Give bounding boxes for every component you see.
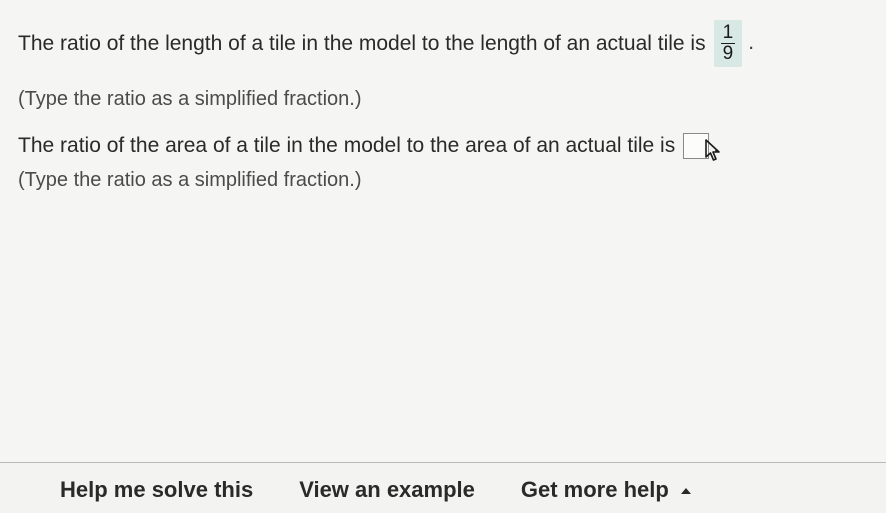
length-ratio-answer[interactable]: 1 9	[714, 20, 743, 67]
question-line-2: The ratio of the area of a tile in the m…	[18, 131, 868, 160]
hint-line-1: (Type the ratio as a simplified fraction…	[18, 85, 868, 113]
get-more-help-button[interactable]: Get more help	[521, 477, 691, 503]
question-text-2: The ratio of the area of a tile in the m…	[18, 131, 675, 160]
question-line-1: The ratio of the length of a tile in the…	[18, 20, 868, 67]
hint-text-2: (Type the ratio as a simplified fraction…	[18, 166, 361, 194]
view-example-button[interactable]: View an example	[299, 477, 475, 503]
period: .	[748, 31, 754, 55]
caret-up-icon	[681, 488, 691, 494]
footer-toolbar: Help me solve this View an example Get m…	[0, 462, 886, 513]
help-me-solve-button[interactable]: Help me solve this	[60, 477, 253, 503]
fraction-denominator: 9	[721, 44, 736, 64]
question-panel: The ratio of the length of a tile in the…	[0, 0, 886, 194]
hint-text-1: (Type the ratio as a simplified fraction…	[18, 85, 361, 113]
fraction-numerator: 1	[721, 23, 736, 43]
question-text-1: The ratio of the length of a tile in the…	[18, 29, 706, 58]
hint-line-2: (Type the ratio as a simplified fraction…	[18, 166, 868, 194]
get-more-help-label: Get more help	[521, 477, 669, 502]
